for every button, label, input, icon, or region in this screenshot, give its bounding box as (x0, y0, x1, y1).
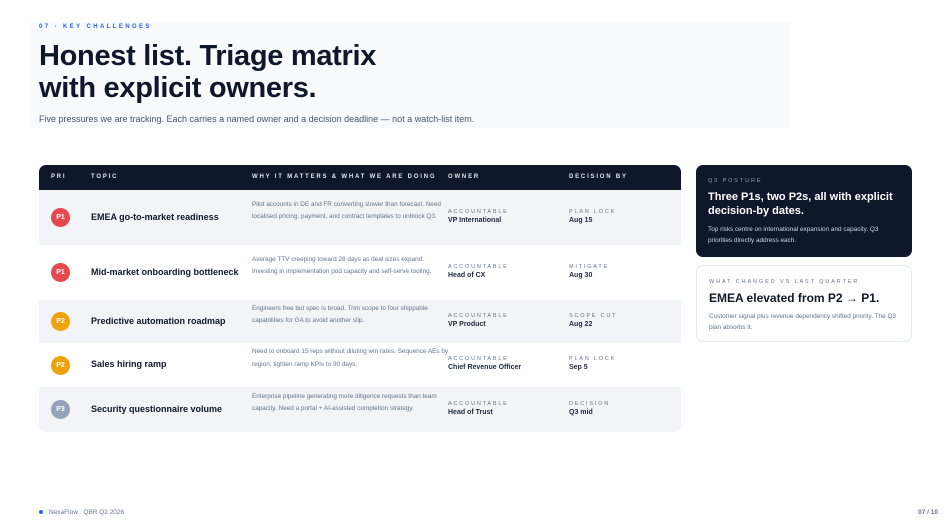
card-body: Top risks centre on international expans… (708, 226, 879, 244)
title: Honest list. Triage matrix with explicit … (39, 40, 376, 104)
decision-cell: PLAN LOCK Sep 5 (569, 356, 616, 371)
deck: QBR Q2 2026 (83, 509, 125, 516)
page-number: 07 / 10 (918, 509, 938, 516)
owner-role: ACCOUNTABLE (448, 263, 509, 270)
card-body: Customer signal plus revenue dependency … (709, 313, 896, 331)
owner: VP Product (448, 320, 486, 328)
eyebrow: 07 · KEY CHALLENGES (39, 24, 152, 30)
owner-role: ACCOUNTABLE (448, 208, 509, 215)
priority-badge: P3 (51, 400, 70, 419)
owner: Head of Trust (448, 408, 493, 416)
title-line: with explicit owners. (39, 72, 317, 104)
why-text: Enterprise pipeline generating more dili… (252, 392, 437, 413)
subtitle: Five pressures we are tracking. Each car… (39, 114, 475, 124)
column-header: WHY IT MATTERS & WHAT WE ARE DOING (252, 174, 437, 180)
owner-cell: ACCOUNTABLE VP International (448, 209, 509, 224)
card-eyebrow: WHAT CHANGED VS LAST QUARTER (709, 279, 860, 285)
decision-type: MITIGATE (569, 263, 609, 270)
table-row: P1 EMEA go-to-market readiness Pilot accou… (39, 190, 681, 245)
why-text: Average TTV creeping toward 28 days as d… (252, 255, 432, 276)
owner-cell: ACCOUNTABLE Chief Revenue Officer (448, 356, 521, 371)
triage-table: PRI TOPIC WHY IT MATTERS & WHAT WE ARE D… (39, 165, 681, 432)
table-row: P1 Mid-market onboarding bottleneck Averag… (39, 245, 681, 300)
table-row: P2 Predictive automation roadmap Engineers… (39, 300, 681, 343)
topic: Predictive automation roadmap (91, 315, 226, 326)
why-text: Engineers free but spec is broad. Trim s… (252, 304, 428, 325)
owner-cell: ACCOUNTABLE VP Product (448, 313, 509, 328)
footer-dot (39, 510, 43, 515)
topic: EMEA go-to-market readiness (91, 211, 219, 222)
owner-role: ACCOUNTABLE (448, 312, 509, 319)
priority-badge: P1 (51, 208, 70, 227)
owner: Head of CX (448, 271, 486, 279)
column-header: PRI (51, 174, 67, 180)
decision-date: Aug 22 (569, 320, 593, 328)
decision-cell: MITIGATE Aug 30 (569, 264, 609, 279)
decision-date: Sep 5 (569, 364, 588, 371)
priority-badge: P1 (51, 263, 70, 282)
column-header: TOPIC (91, 174, 119, 180)
decision-type: PLAN LOCK (569, 208, 617, 215)
table-row: P2 Sales hiring ramp Need to onboard 15 re… (39, 343, 681, 387)
owner: VP International (448, 216, 502, 224)
card-title: Three P1s, two P2s, all with explicit de… (708, 191, 893, 217)
column-header: DECISION BY (569, 174, 628, 180)
decision-cell: PLAN LOCK Aug 15 (569, 209, 616, 224)
decision-type: PLAN LOCK (569, 356, 617, 362)
decision-cell: DECISION Q3 mid (569, 401, 610, 416)
footer-brand: NexaFlow QBR Q2 2026 (39, 509, 124, 516)
why-text: Pilot accounts in DE and FR converting s… (252, 200, 441, 221)
decision-date: Aug 15 (569, 216, 593, 224)
topic: Security questionnaire volume (91, 403, 223, 414)
decision-cell: SCOPE CUT Aug 22 (569, 313, 617, 328)
table-row: P3 Security questionnaire volume Enterpris… (39, 387, 681, 432)
header-bg (30, 22, 790, 128)
why-text: Need to onboard 15 reps without diluting… (252, 348, 449, 368)
card-title: EMEA elevated from P2 → P1. (709, 291, 880, 305)
change-card: WHAT CHANGED VS LAST QUARTER EMEA elevat… (696, 265, 912, 342)
summary-card: Q3 POSTURE Three P1s, two P2s, all with … (696, 165, 912, 257)
decision-type: DECISION (569, 400, 610, 407)
card-eyebrow: Q3 POSTURE (708, 178, 763, 184)
column-header: OWNER (448, 174, 480, 180)
topic: Sales hiring ramp (91, 359, 167, 369)
owner-cell: ACCOUNTABLE Head of CX (448, 264, 509, 279)
owner-role: ACCOUNTABLE (448, 356, 509, 362)
owner-cell: ACCOUNTABLE Head of Trust (448, 401, 509, 416)
decision-type: SCOPE CUT (569, 312, 618, 319)
topic: Mid-market onboarding bottleneck (91, 266, 239, 277)
table-header: PRI TOPIC WHY IT MATTERS & WHAT WE ARE D… (39, 165, 681, 190)
decision-date: Aug 30 (569, 271, 593, 279)
title-line: Honest list. Triage matrix (39, 40, 377, 72)
owner-role: ACCOUNTABLE (448, 400, 509, 407)
decision-date: Q3 mid (569, 408, 593, 416)
priority-badge: P2 (51, 312, 70, 331)
brand: NexaFlow (49, 509, 78, 516)
owner: Chief Revenue Officer (448, 364, 522, 371)
priority-badge: P2 (51, 355, 70, 375)
